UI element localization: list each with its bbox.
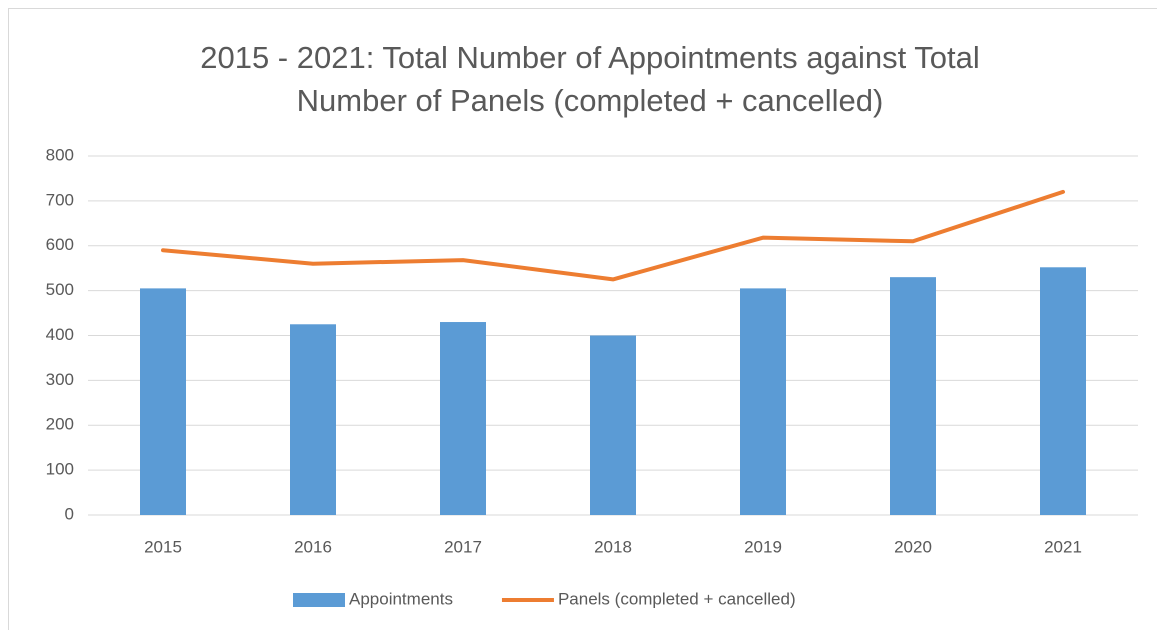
y-tick-label: 300 (46, 370, 74, 389)
chart-border (8, 8, 1157, 630)
bar (740, 288, 786, 515)
y-tick-label: 400 (46, 325, 74, 344)
x-tick-label: 2016 (294, 537, 332, 556)
x-tick-label: 2015 (144, 537, 182, 556)
bar (140, 288, 186, 515)
legend-label: Panels (completed + cancelled) (558, 589, 796, 608)
bar (590, 335, 636, 515)
legend-swatch (293, 593, 345, 607)
x-tick-label: 2021 (1044, 537, 1082, 556)
x-tick-label: 2019 (744, 537, 782, 556)
y-tick-label: 100 (46, 460, 74, 479)
legend-label: Appointments (349, 589, 453, 608)
y-tick-label: 600 (46, 235, 74, 254)
y-tick-label: 0 (65, 504, 74, 523)
y-tick-label: 200 (46, 415, 74, 434)
y-tick-label: 700 (46, 190, 74, 209)
bar (1040, 267, 1086, 515)
y-tick-label: 800 (46, 145, 74, 164)
bar (440, 322, 486, 515)
y-tick-label: 500 (46, 280, 74, 299)
bar (290, 324, 336, 515)
x-tick-label: 2020 (894, 537, 932, 556)
chart-title: 2015 - 2021: Total Number of Appointment… (200, 40, 980, 118)
x-tick-label: 2018 (594, 537, 632, 556)
x-tick-label: 2017 (444, 537, 482, 556)
bar (890, 277, 936, 515)
line (161, 189, 1065, 282)
